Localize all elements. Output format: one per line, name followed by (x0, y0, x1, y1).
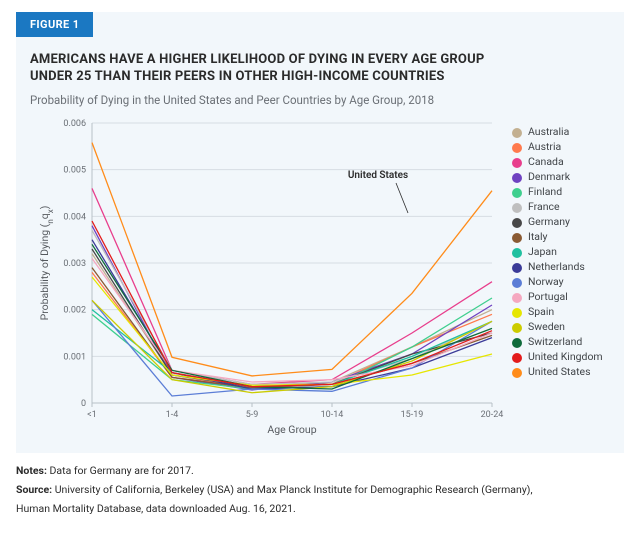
legend-label: Italy (528, 232, 548, 243)
legend-label: Finland (528, 187, 562, 198)
legend-swatch (512, 218, 522, 228)
legend-label: Denmark (528, 172, 570, 183)
chart-title: AMERICANS HAVE A HIGHER LIKELIHOOD OF DY… (30, 51, 610, 85)
legend-swatch (512, 188, 522, 198)
x-tick-label: <1 (87, 410, 97, 420)
line-chart: 0 0.001 0.002 0.003 0.004 0.005 0.006 <1 1-4 5-9 1… (30, 113, 510, 443)
legend-swatch (512, 248, 522, 258)
annotation-leader (396, 183, 408, 213)
legend-swatch (512, 353, 522, 363)
legend-label: Switzerland (528, 337, 582, 348)
legend-swatch (512, 308, 522, 318)
legend-swatch (512, 128, 522, 138)
legend-item: Finland (512, 187, 603, 198)
figure-badge: FIGURE 1 (16, 12, 93, 37)
legend-item: Italy (512, 232, 603, 243)
series-spain (92, 277, 492, 385)
series-netherlands (92, 240, 492, 389)
legend-swatch (512, 368, 522, 378)
legend-label: Portugal (528, 292, 568, 303)
x-tick-label: 15-19 (401, 410, 424, 420)
series-sweden (92, 301, 492, 393)
legend-item: Austria (512, 142, 603, 153)
series-france (92, 231, 492, 385)
legend-item: Spain (512, 307, 603, 318)
legend-item: Canada (512, 157, 603, 168)
y-tick-label: 0.002 (63, 306, 86, 316)
legend-item: Germany (512, 217, 603, 228)
legend-label: United Kingdom (528, 352, 603, 363)
title-line-2: UNDER 25 THAN THEIR PEERS IN OTHER HIGH-… (30, 69, 445, 84)
x-tick-label: 20-24 (481, 410, 504, 420)
legend-swatch (512, 323, 522, 333)
legend-item: Portugal (512, 292, 603, 303)
x-tick-label: 10-14 (321, 410, 344, 420)
legend-swatch (512, 143, 522, 153)
legend-label: Norway (528, 277, 564, 288)
y-tick-label: 0 (81, 399, 86, 409)
legend-label: United States (528, 367, 591, 378)
notes-line: Notes: Data for Germany are for 2017. (16, 463, 624, 479)
legend: Australia Austria Canada Denmark Finland Fran… (510, 113, 603, 382)
x-tick-label: 1-4 (166, 410, 179, 420)
y-tick-label: 0.005 (63, 166, 86, 176)
y-axis-title: Probability of Dying (nqx) (38, 206, 55, 321)
y-tick-label: 0.003 (63, 259, 86, 269)
legend-label: Canada (528, 157, 564, 168)
legend-item: United Kingdom (512, 352, 603, 363)
legend-label: Spain (528, 307, 554, 318)
annotation-label: United States (348, 170, 408, 181)
legend-item: Netherlands (512, 262, 603, 273)
legend-label: Japan (528, 247, 557, 258)
series-japan (92, 310, 492, 387)
legend-item: Sweden (512, 322, 603, 333)
legend-label: France (528, 202, 560, 213)
source-text-1: University of California, Berkeley (USA)… (52, 483, 532, 496)
legend-swatch (512, 233, 522, 243)
source-line-1: Source: University of California, Berkel… (16, 482, 624, 498)
legend-label: Germany (528, 217, 570, 228)
source-label: Source: (16, 483, 52, 496)
legend-item: United States (512, 367, 603, 378)
series-united-states (92, 143, 492, 376)
series-germany (92, 249, 492, 387)
source-line-2: Human Mortality Database, data downloade… (16, 501, 624, 517)
legend-label: Netherlands (528, 262, 585, 273)
notes-text: Data for Germany are for 2017. (47, 464, 194, 477)
legend-item: Japan (512, 247, 603, 258)
legend-swatch (512, 158, 522, 168)
y-tick-label: 0.004 (63, 213, 86, 223)
title-line-1: AMERICANS HAVE A HIGHER LIKELIHOOD OF DY… (30, 52, 484, 67)
series-denmark (92, 226, 492, 390)
x-tick-label: 5-9 (246, 410, 259, 420)
legend-swatch (512, 203, 522, 213)
footnotes: Notes: Data for Germany are for 2017. So… (16, 463, 624, 516)
chart-row: 0 0.001 0.002 0.003 0.004 0.005 0.006 <1 1-4 5-9 1… (30, 113, 610, 443)
legend-swatch (512, 293, 522, 303)
notes-label: Notes: (16, 464, 47, 477)
legend-swatch (512, 338, 522, 348)
legend-item: Norway (512, 277, 603, 288)
legend-swatch (512, 173, 522, 183)
legend-label: Australia (528, 127, 569, 138)
figure-container: FIGURE 1 AMERICANS HAVE A HIGHER LIKELIH… (16, 12, 624, 453)
series-switzerland (92, 245, 492, 390)
legend-swatch (512, 263, 522, 273)
y-tick-label: 0.006 (63, 119, 86, 129)
legend-item: France (512, 202, 603, 213)
legend-swatch (512, 278, 522, 288)
chart-subtitle: Probability of Dying in the United State… (30, 93, 610, 107)
y-tick-label: 0.001 (63, 353, 86, 363)
legend-item: Denmark (512, 172, 603, 183)
x-axis-title: Age Group (267, 423, 316, 436)
legend-item: Switzerland (512, 337, 603, 348)
legend-label: Austria (528, 142, 561, 153)
legend-label: Sweden (528, 322, 565, 333)
legend-item: Australia (512, 127, 603, 138)
